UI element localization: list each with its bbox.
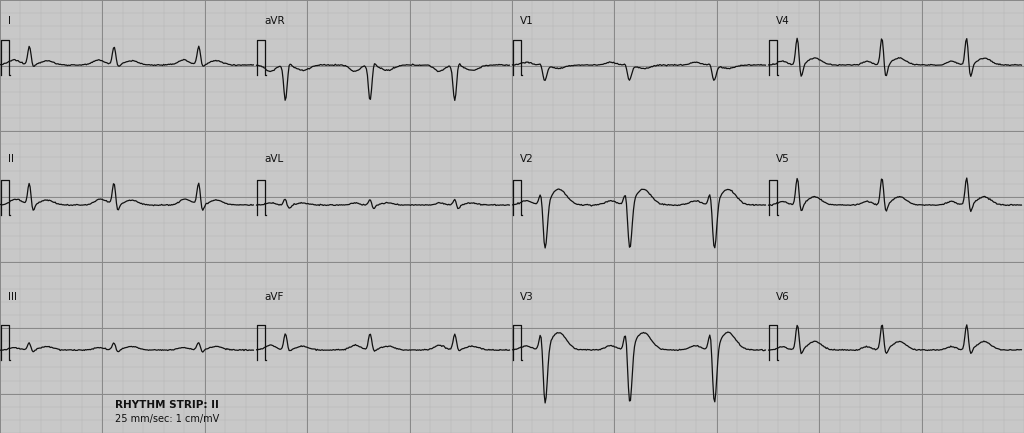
Text: I: I	[8, 16, 11, 26]
Text: V2: V2	[520, 154, 534, 164]
Text: V6: V6	[776, 292, 790, 302]
Text: aVL: aVL	[264, 154, 284, 164]
Text: V1: V1	[520, 16, 534, 26]
Text: V3: V3	[520, 292, 534, 302]
Text: aVF: aVF	[264, 292, 284, 302]
Text: II: II	[8, 154, 14, 164]
Text: 25 mm/sec: 1 cm/mV: 25 mm/sec: 1 cm/mV	[115, 414, 219, 424]
Text: V4: V4	[776, 16, 790, 26]
Text: aVR: aVR	[264, 16, 285, 26]
Text: RHYTHM STRIP: II: RHYTHM STRIP: II	[115, 400, 219, 410]
Text: III: III	[8, 292, 17, 302]
Text: V5: V5	[776, 154, 790, 164]
